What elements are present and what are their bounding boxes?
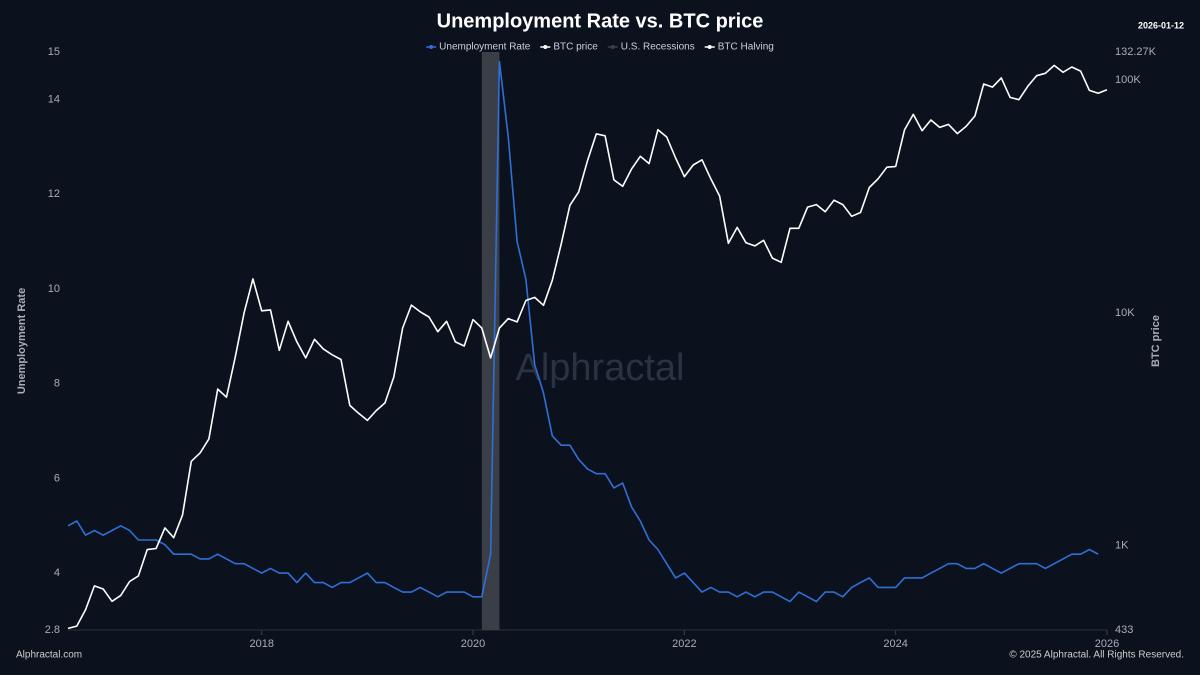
y2-tick-label: 10K — [1115, 307, 1135, 319]
y-tick-label: 4 — [54, 567, 60, 579]
y2-tick-label: 1K — [1115, 539, 1129, 551]
y2-tick-label: 100K — [1115, 74, 1141, 86]
legend-dot — [610, 45, 615, 49]
series-line — [67, 60, 1099, 603]
x-tick-label: 2018 — [249, 638, 273, 650]
y-tick-label: 14 — [48, 93, 60, 105]
y2-tick-label: 433 — [1115, 624, 1133, 636]
date: 2026-01-12 — [1138, 20, 1184, 30]
y-tick-label: 15 — [48, 46, 60, 58]
y-tick-label: 2.8 — [45, 624, 60, 636]
legend-dot — [707, 45, 712, 49]
footer-right: © 2025 Alphractal. All Rights Reserved. — [1009, 650, 1184, 661]
legend-item: Unemployment Rate — [426, 42, 531, 53]
legend-label: BTC Halving — [718, 42, 774, 53]
y-axis-label: Unemployment Rate — [16, 288, 28, 394]
legend-item: BTC price — [540, 42, 598, 53]
series-line — [67, 64, 1108, 630]
y2-tick-label: 132.27K — [1115, 46, 1157, 58]
chart-title: Unemployment Rate vs. BTC price — [437, 10, 764, 32]
legend-item: U.S. Recessions — [607, 42, 695, 53]
legend-dot — [543, 45, 548, 49]
y2-axis-label: BTC price — [1150, 315, 1162, 367]
x-tick-label: 2026 — [1095, 638, 1119, 650]
legend-label: Unemployment Rate — [439, 42, 531, 53]
x-tick-label: 2020 — [461, 638, 485, 650]
y-tick-label: 6 — [54, 472, 60, 484]
legend-dot — [429, 45, 434, 49]
y-tick-label: 12 — [48, 188, 60, 200]
watermark: Alphractal — [516, 347, 685, 389]
x-tick-label: 2024 — [883, 638, 907, 650]
recession-band — [481, 52, 500, 630]
y-tick-label: 10 — [48, 283, 60, 295]
legend: Unemployment Rate BTC price U.S. Recession… — [426, 42, 774, 53]
legend-label: U.S. Recessions — [621, 42, 695, 53]
footer-left: Alphractal.com — [16, 650, 82, 661]
y-tick-label: 8 — [54, 378, 60, 390]
x-tick-label: 2022 — [672, 638, 696, 650]
legend-label: BTC price — [553, 42, 598, 53]
legend-item: BTC Halving — [704, 42, 774, 53]
